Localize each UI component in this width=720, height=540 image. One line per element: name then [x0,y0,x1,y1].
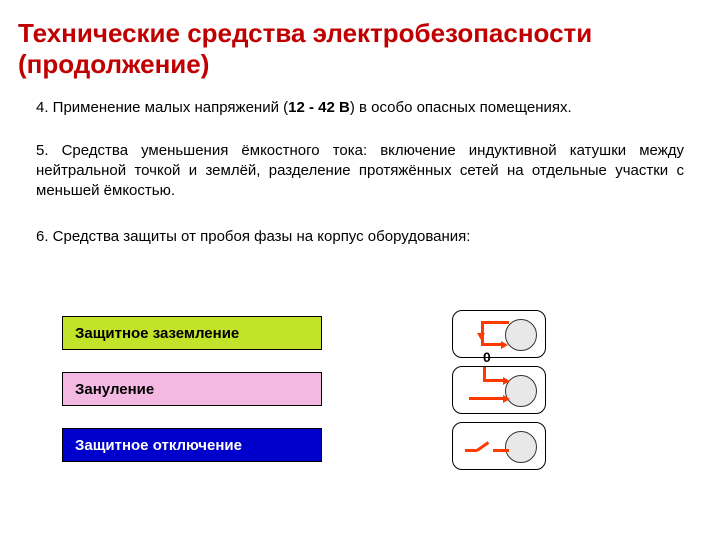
node-icon [505,319,537,351]
method-box-grounding: Защитное заземление [62,316,322,350]
p4-prefix: 4. Применение малых напряжений ( [36,99,288,116]
method-box-disconnect: Защитное отключение [62,428,322,462]
method-label: Защитное отключение [75,437,242,454]
wire [469,397,505,400]
wire [483,379,505,382]
wire [465,449,477,452]
arrow-icon [477,333,485,340]
slide-title: Технические средства электробезопасности… [0,0,720,84]
arrow-icon [503,377,510,385]
arrow-icon [501,341,508,349]
node-icon [505,431,537,463]
arrow-icon [503,395,510,403]
paragraph-5: 5. Средства уменьшения ёмкостного тока: … [0,141,720,202]
p4-bold: 12 - 42 В [288,99,350,116]
wire [481,321,509,324]
p4-suffix: ) в особо опасных помещениях. [350,99,572,116]
diagram-grounding [452,310,546,358]
diagrams: 0 [452,310,546,478]
zero-label: 0 [483,349,491,365]
wire [481,343,503,346]
method-label: Защитное заземление [75,325,239,342]
wire [493,449,509,452]
method-boxes: Защитное заземление Зануление Защитное о… [62,316,322,484]
method-label: Зануление [75,381,154,398]
paragraph-4: 4. Применение малых напряжений (12 - 42 … [0,98,720,118]
diagram-disconnect [452,422,546,470]
diagram-neutral: 0 [452,366,546,414]
method-box-neutral: Зануление [62,372,322,406]
paragraph-6: 6. Средства защиты от пробоя фазы на кор… [0,227,720,247]
switch-icon [476,441,489,451]
